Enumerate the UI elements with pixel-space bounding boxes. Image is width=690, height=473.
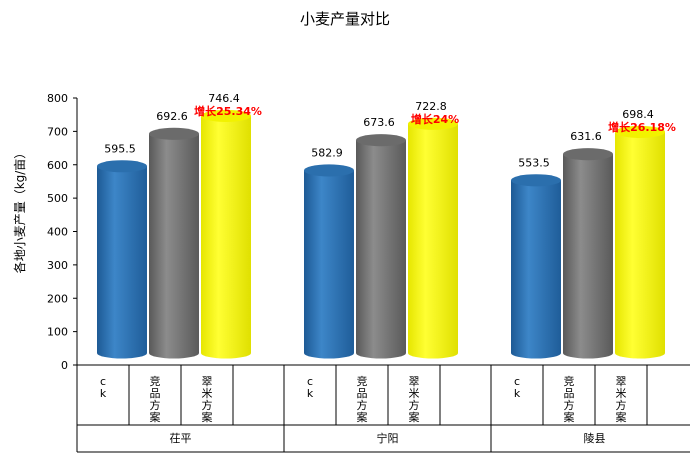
data-label: 673.6 <box>363 116 395 129</box>
bar-top <box>149 127 199 140</box>
data-label: 582.9 <box>311 146 343 159</box>
y-tick-label: 700 <box>47 125 68 138</box>
bar-body <box>97 166 147 359</box>
category-label: 竞品方案 <box>564 374 575 424</box>
bar-top <box>615 125 665 138</box>
category-label: 竞品方案 <box>357 374 368 424</box>
data-label: 746.4 <box>208 92 240 105</box>
bar-top <box>356 134 406 147</box>
chart-title: 小麦产量对比 <box>300 10 390 28</box>
y-tick-label: 300 <box>47 259 68 272</box>
bar: 673.6 <box>356 116 406 359</box>
category-label: 翠米方案 <box>409 375 420 424</box>
y-tick-label: 200 <box>47 292 68 305</box>
bar-body <box>511 180 561 359</box>
bar-top <box>304 164 354 177</box>
data-label: 692.6 <box>156 110 188 123</box>
y-tick-label: 0 <box>61 359 68 372</box>
bar-body <box>149 133 199 359</box>
bar: 595.5 <box>97 142 147 359</box>
bar: 553.5 <box>511 156 561 359</box>
category-label: 竞品方案 <box>150 374 161 424</box>
bar-top <box>511 174 561 187</box>
y-tick-label: 100 <box>47 326 68 339</box>
growth-annotation: 增长24% <box>411 112 459 126</box>
bar-body <box>201 115 251 359</box>
bar-body <box>408 123 458 359</box>
bar-top <box>201 109 251 122</box>
bar: 692.6 <box>149 110 199 359</box>
y-tick-label: 600 <box>47 159 68 172</box>
y-tick-label: 500 <box>47 192 68 205</box>
group-label: 茌平 <box>170 432 192 445</box>
y-tick-label: 800 <box>47 92 68 105</box>
y-tick-label: 400 <box>47 226 68 239</box>
bar-series: 595.5692.6746.4增长25.34%582.9673.6722.8增长… <box>97 92 676 359</box>
category-label: 翠米方案 <box>202 375 213 424</box>
group-label: 陵县 <box>584 432 606 445</box>
growth-annotation: 增长25.34% <box>194 104 262 118</box>
y-axis: 0 100 200 300 400 500 600 700 800 <box>47 92 78 452</box>
bar-top <box>408 117 458 130</box>
group-label: 宁阳 <box>377 431 399 445</box>
category-label: 翠米方案 <box>616 375 627 424</box>
data-label: 595.5 <box>104 142 136 155</box>
bar-top <box>563 148 613 161</box>
data-label: 553.5 <box>518 156 550 169</box>
y-axis-label: 各地小麦产量（kg/亩） <box>12 147 27 274</box>
bar-body <box>304 170 354 359</box>
bar-top <box>97 160 147 173</box>
bar-body <box>563 154 613 359</box>
bar-body <box>615 131 665 359</box>
data-label: 722.8 <box>415 100 447 113</box>
bar: 631.6 <box>563 130 613 359</box>
bar: 582.9 <box>304 146 354 359</box>
growth-annotation: 增长26.18% <box>608 120 676 134</box>
data-label: 631.6 <box>570 130 602 143</box>
bar-body <box>356 140 406 359</box>
data-label: 698.4 <box>622 108 654 121</box>
